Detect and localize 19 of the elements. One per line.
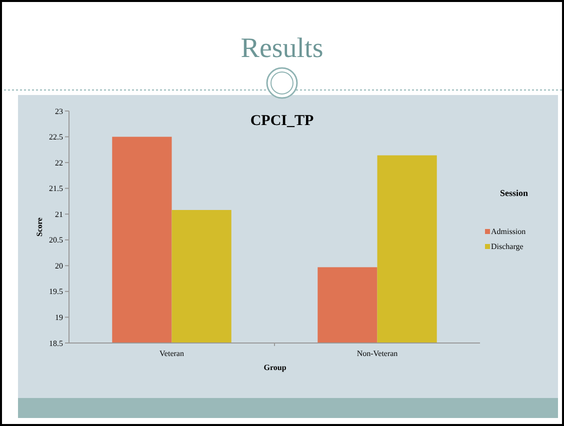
- y-tick-label: 22: [55, 158, 63, 168]
- y-tick-label: 20: [55, 261, 63, 270]
- y-tick-label: 21.5: [49, 184, 63, 194]
- y-tick-label: 22.5: [49, 132, 63, 142]
- x-axis-title: Group: [264, 363, 287, 372]
- legend-title: Session: [500, 188, 528, 198]
- legend-label: Discharge: [491, 242, 524, 251]
- y-tick-label: 20.5: [49, 236, 63, 245]
- legend-label: Admission: [491, 227, 526, 236]
- x-tick-label: Non-Veteran: [356, 349, 398, 358]
- y-tick-label: 23: [55, 106, 63, 116]
- y-tick-label: 21: [55, 210, 63, 219]
- y-tick-label: 18.5: [49, 338, 63, 348]
- y-axis-title: Score: [35, 217, 44, 236]
- x-tick-label: Veteran: [160, 349, 184, 358]
- chart-title: Results: [240, 33, 324, 64]
- y-tick-label: 19.5: [49, 287, 63, 296]
- chart-subtitle: CPCI_TP: [250, 113, 314, 129]
- y-tick-label: 19: [55, 313, 63, 322]
